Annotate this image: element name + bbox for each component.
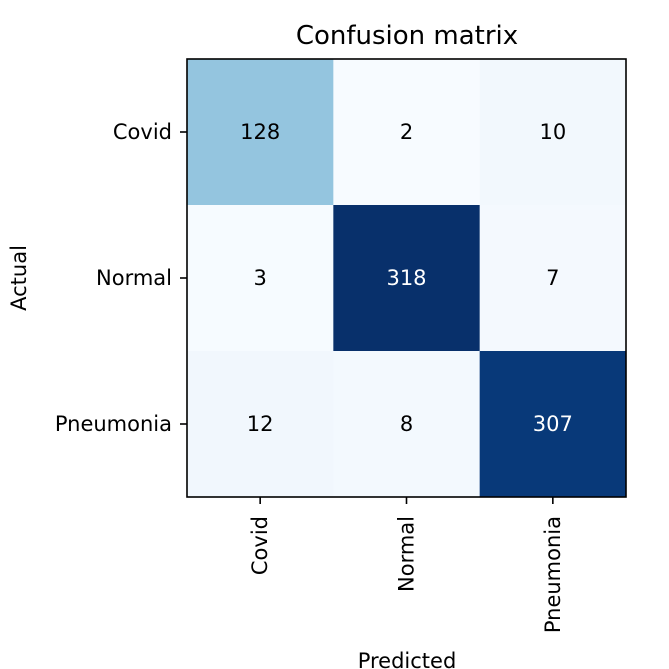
- y-tick-label: Normal: [96, 266, 172, 290]
- matrix-cell: [479, 205, 627, 352]
- y-axis-label: Actual: [7, 245, 31, 311]
- matrix-cell-value: 3: [253, 266, 266, 290]
- matrix-cell: [479, 351, 627, 498]
- matrix-cell-value: 307: [533, 412, 573, 436]
- y-tick-label: Covid: [113, 120, 172, 144]
- matrix-cell: [333, 59, 481, 206]
- x-tick-label: Normal: [395, 516, 419, 592]
- x-tick-label: Covid: [248, 516, 272, 575]
- matrix-cell-value: 128: [240, 120, 280, 144]
- matrix-cell: [187, 205, 334, 352]
- matrix-cell: [333, 205, 481, 352]
- matrix-cell-value: 12: [247, 412, 274, 436]
- chart-title: Confusion matrix: [296, 21, 518, 51]
- y-axis-ticks: Covid Normal Pneumonia: [55, 120, 187, 436]
- matrix-cell: [187, 351, 334, 498]
- x-tick-label: Pneumonia: [541, 516, 565, 633]
- matrix-cell: [479, 59, 627, 206]
- matrix-cell-value: 2: [400, 120, 413, 144]
- matrix-cell-value: 8: [400, 412, 413, 436]
- x-axis-ticks: Covid Normal Pneumonia: [248, 497, 565, 633]
- matrix-cell: [187, 59, 334, 206]
- matrix-cells: [187, 59, 627, 498]
- matrix-cell-value: 10: [539, 120, 566, 144]
- y-tick-label: Pneumonia: [55, 412, 172, 436]
- matrix-cell-labels: 128 2 103 318 712 8 307: [240, 120, 573, 436]
- matrix-cell: [333, 351, 481, 498]
- matrix-cell-value: 7: [546, 266, 559, 290]
- x-axis-label: Predicted: [358, 649, 457, 669]
- matrix-cell-value: 318: [386, 266, 426, 290]
